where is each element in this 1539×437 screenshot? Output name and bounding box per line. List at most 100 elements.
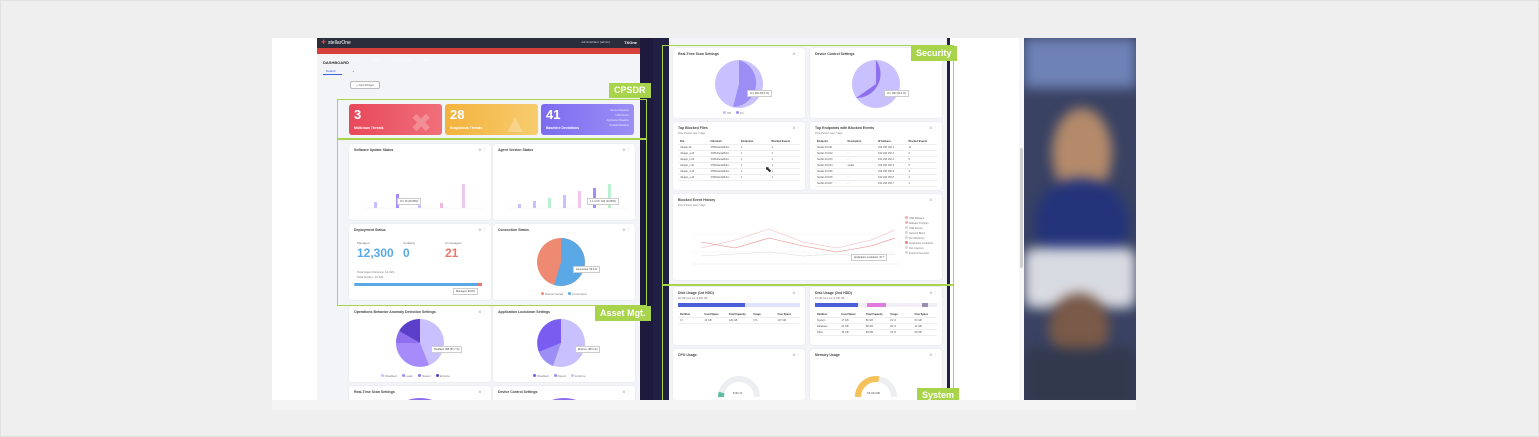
add-widget-button[interactable]: + Add Widget: [350, 81, 380, 89]
card-subtitle: Time Period: Last 7 days: [678, 132, 706, 135]
stat-legend-network: Network Baseline: [609, 124, 629, 127]
ot-pie: [395, 318, 444, 367]
card-menu-icon[interactable]: ⚙ ⋮: [478, 390, 486, 394]
series-app-lockdown: [700, 237, 896, 253]
card-menu-icon[interactable]: ⚙ ⋮: [929, 198, 937, 202]
slice-detect: [539, 343, 561, 366]
card-menu-icon[interactable]: ⚙ ⋮: [792, 52, 800, 56]
disk-second-bar: [815, 303, 937, 307]
connection-tooltip: Connected: 99.8 %: [573, 266, 601, 273]
table-row: riskapp_e.dll 3f1f5d2e4a9b4d... 1 1: [678, 175, 800, 181]
card-title: Device Control Settings: [498, 390, 538, 394]
bar-5: [578, 191, 581, 208]
user-menu[interactable]: Administrator (admin): [581, 40, 610, 44]
card-connection: Connection Status ⚙ ⋮ Connected: 99.8 % …: [493, 224, 635, 300]
webcam-background: [1024, 38, 1136, 88]
card-menu-icon[interactable]: ⚙ ⋮: [478, 228, 486, 232]
annotation-security-label: Security: [911, 46, 957, 61]
stat-baseline[interactable]: 41 Baseline Deviations Service Baseline …: [541, 104, 634, 135]
bar-4: [563, 195, 566, 208]
disk-first-table: Partition Used Space Total Capacity Usage Fr…: [678, 312, 800, 324]
card-deployment: Deployment Status ⚙ ⋮ Managed 12,300 Upd…: [349, 224, 491, 300]
stat-malicious[interactable]: 3 Malicious Threats ✖: [349, 104, 442, 135]
menu-item-help[interactable]: Help: [423, 58, 430, 62]
card-title: Memory Usage: [815, 353, 840, 357]
table-row: Stellar-PoC05-192.168.150.5 3: [815, 169, 937, 175]
managed-label: Managed: [357, 241, 370, 245]
card-menu-icon[interactable]: ⚙ ⋮: [792, 291, 800, 295]
slice-learn: [396, 343, 429, 367]
menu-item-nodes[interactable]: Nodes: [352, 58, 361, 62]
stat-suspicious-value: 28: [450, 107, 465, 122]
table-row: Other 30 GB 88 GB 34 % 58 GB: [815, 330, 937, 336]
card-menu-icon[interactable]: ⚙ ⋮: [478, 148, 486, 152]
card-menu-icon[interactable]: ⚙ ⋮: [622, 148, 630, 152]
stat-suspicious[interactable]: 28 Suspicious Threats ▲: [445, 104, 538, 135]
webcam-video-feed: [1024, 38, 1136, 400]
slide-dashboard-left: stellarOne Administrator (admin) TXOne D…: [317, 38, 640, 400]
card-menu-icon[interactable]: ⚙ ⋮: [622, 228, 630, 232]
dashboard-tabs: Default +: [323, 69, 355, 75]
presentation-stage: stellarOne Administrator (admin) TXOne D…: [272, 38, 1136, 400]
updating-value: 0: [403, 246, 410, 260]
total-devices: Total Agent Devices: 12,321: [357, 270, 395, 274]
cpu-value: 5.51 %: [733, 391, 743, 395]
managed-progress: [354, 283, 482, 286]
history-legend: USB Malware Malware Program USB Device N…: [901, 216, 933, 256]
pie-top: [408, 398, 432, 400]
card-title: Disk Usage (2nd HDD): [815, 291, 852, 295]
menu-item-logs[interactable]: Logs: [373, 58, 380, 62]
card-title: Agent Version Status: [498, 148, 534, 152]
card-menu-icon[interactable]: ⚙ ⋮: [792, 353, 800, 357]
menu-item-dashboard[interactable]: Dashboard: [325, 58, 340, 62]
dc-tooltip: On: 180 (80.4 %): [884, 90, 910, 97]
card-menu-icon[interactable]: ⚙ ⋮: [929, 353, 937, 357]
tab-default[interactable]: Default: [323, 69, 342, 75]
main-menu: Dashboard Nodes Logs Administration Help: [317, 48, 640, 62]
card-subtitle: 91 GB used out of 256 GB: [815, 297, 845, 300]
card-rts-top: Real-Time Scan Settings ⚙ ⋮ On: 200 (80.…: [673, 48, 805, 118]
bar-2: [533, 201, 536, 208]
table-header: File File Hash Endpoints Blocked Events: [678, 139, 800, 145]
stat-malicious-value: 3: [354, 107, 362, 122]
table-row: riskapp_a.dll 3f1f5d2e4a9b4d... 1 1: [678, 151, 800, 157]
scrollbar-thumb[interactable]: [1020, 148, 1023, 268]
lockdown-legend: Disabled Detect Enforce: [529, 374, 585, 378]
page-scrollbar[interactable]: [1019, 38, 1024, 400]
managed-value: 12,300: [357, 246, 394, 260]
memory-gauge-fill: [855, 376, 880, 398]
table-row: Stellar-PoC07-192.168.150.7 1: [815, 181, 937, 187]
disk-second-table: Partition Used Space Total Capacity Usage Fr…: [815, 312, 937, 336]
close-circle-icon: ✖: [410, 108, 432, 135]
ot-legend: Disabled Learn Detect Enforce: [377, 374, 450, 378]
lockdown-tooltip: Enforce: (85.9 %): [575, 346, 601, 353]
connection-pie: [537, 238, 585, 286]
warning-icon: ▲: [502, 108, 528, 135]
bottom-strip: [272, 400, 1136, 410]
card-menu-icon[interactable]: ⚙ ⋮: [929, 126, 937, 130]
card-disk-second: Disk Usage (2nd HDD) ⚙ ⋮ 91 GB used out …: [810, 287, 942, 345]
table-row: Stellar-PoC04 stellar 192.168.150.4 5: [815, 163, 937, 169]
card-menu-icon[interactable]: ⚙ ⋮: [792, 126, 800, 130]
slice-on: [856, 60, 881, 99]
table-row: System 17 GB 80 GB 21 % 63 GB: [815, 318, 937, 324]
annotation-asset-box: [337, 139, 647, 306]
card-menu-icon[interactable]: ⚙ ⋮: [478, 310, 486, 314]
unmanaged-label: Unmanaged: [445, 241, 462, 245]
card-title: CPU Usage: [678, 353, 697, 357]
card-title: Blocked Event History: [678, 198, 716, 202]
card-agent-version: Agent Version Status ⚙ ⋮ 1.1.3.XX: 190 (…: [493, 144, 635, 220]
stat-suspicious-label: Suspicious Threats: [450, 126, 483, 130]
menu-item-administration[interactable]: Administration: [392, 58, 412, 62]
card-menu-icon[interactable]: ⚙ ⋮: [622, 390, 630, 394]
tab-add[interactable]: +: [352, 69, 355, 73]
table-row: riskapp.dll 3f1f5d2e4a9b4d... 1 1: [678, 145, 800, 151]
table-header: Partition Used Space Total Capacity Usage Fr…: [678, 312, 800, 318]
app-header: stellarOne Administrator (admin) TXOne: [317, 38, 640, 48]
connection-legend: Disconnected Connected: [537, 292, 587, 296]
lockdown-pie: [537, 319, 585, 367]
card-device-control-bottom: Device Control Settings ⚙ ⋮: [493, 386, 635, 400]
card-menu-icon[interactable]: ⚙ ⋮: [929, 291, 937, 295]
table-header: Partition Used Space Total Capacity Usage Fr…: [815, 312, 937, 318]
card-title: Device Control Settings: [815, 52, 855, 56]
